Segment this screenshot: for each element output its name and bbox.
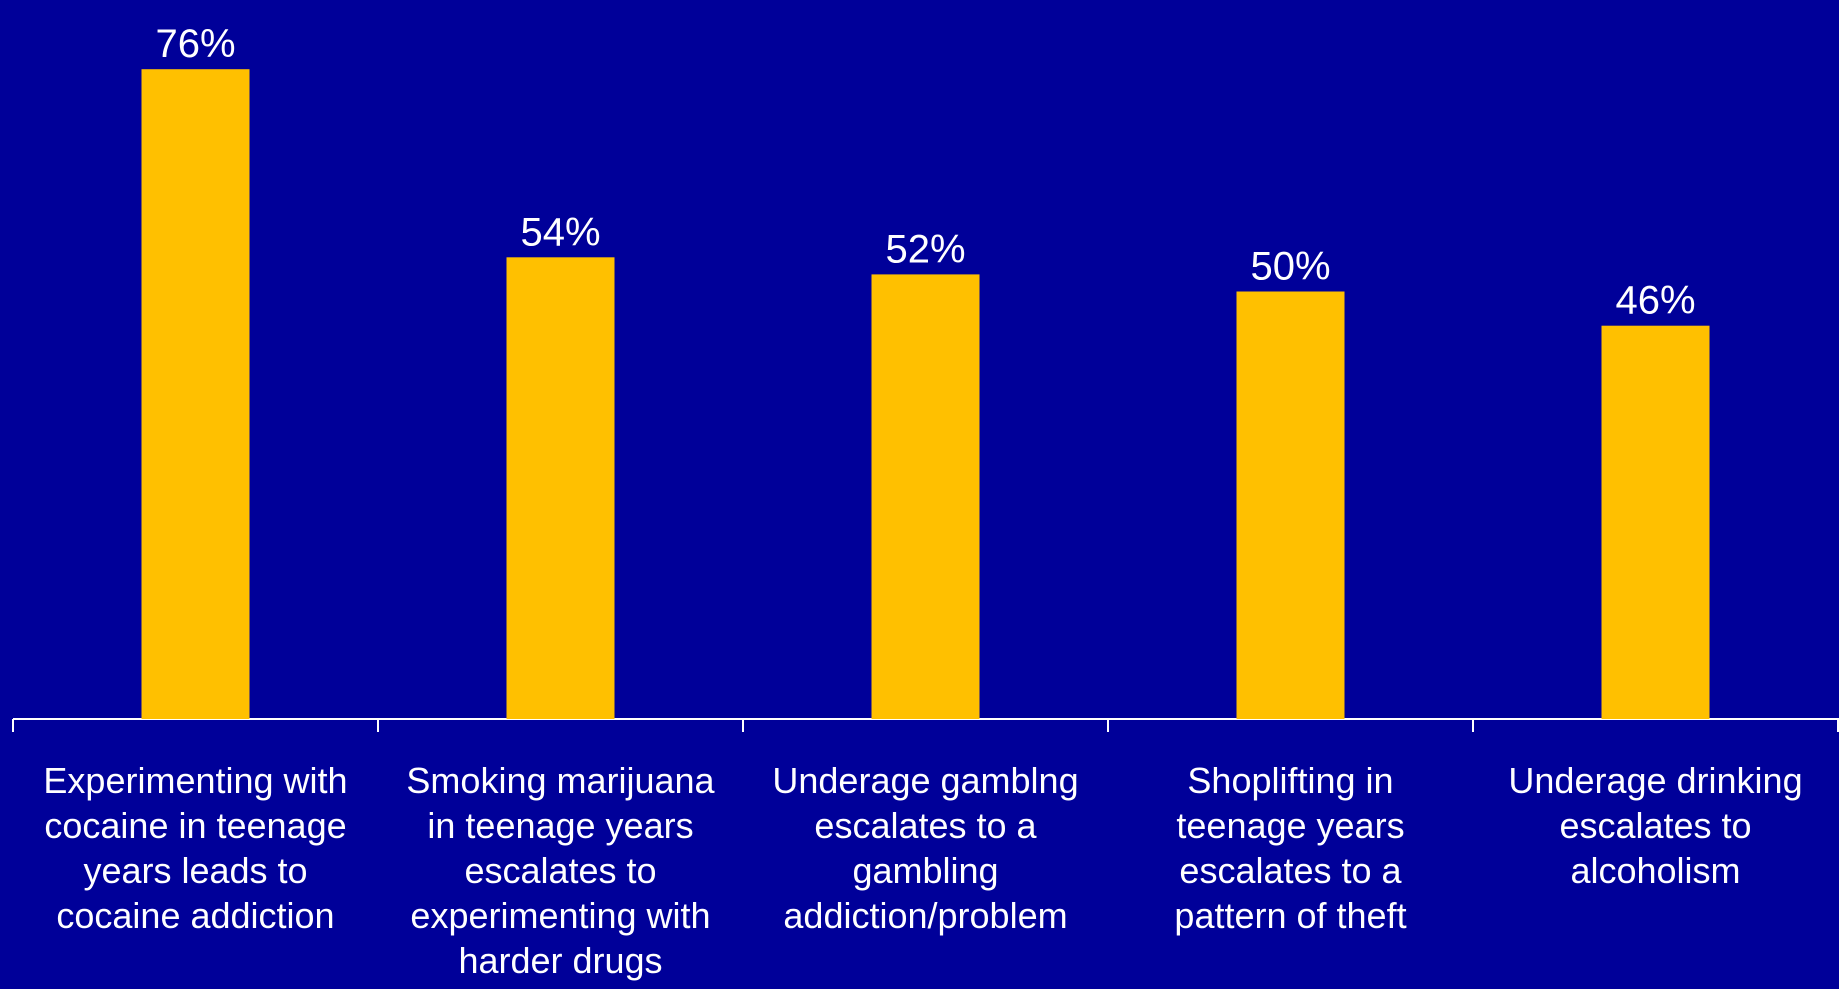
bar [141, 69, 250, 719]
category-label: Underage drinking escalates to alcoholis… [1508, 760, 1803, 891]
bar [506, 257, 615, 719]
bar [871, 274, 980, 719]
category-label: Underage gamblng escalates to a gambling… [772, 760, 1079, 936]
category-label: Shoplifting in teenage years escalates t… [1174, 760, 1407, 936]
bar-value-label: 76% [155, 22, 235, 66]
bar [1236, 291, 1345, 719]
category-label: Smoking marijuana in teenage years escal… [406, 760, 715, 981]
bar-value-label: 52% [885, 227, 965, 271]
bar-value-label: 54% [520, 210, 600, 254]
bar-value-label: 50% [1250, 245, 1330, 289]
bar-value-label: 46% [1615, 279, 1695, 323]
bar [1601, 325, 1710, 719]
category-label: Experimenting with cocaine in teenage ye… [43, 760, 348, 936]
